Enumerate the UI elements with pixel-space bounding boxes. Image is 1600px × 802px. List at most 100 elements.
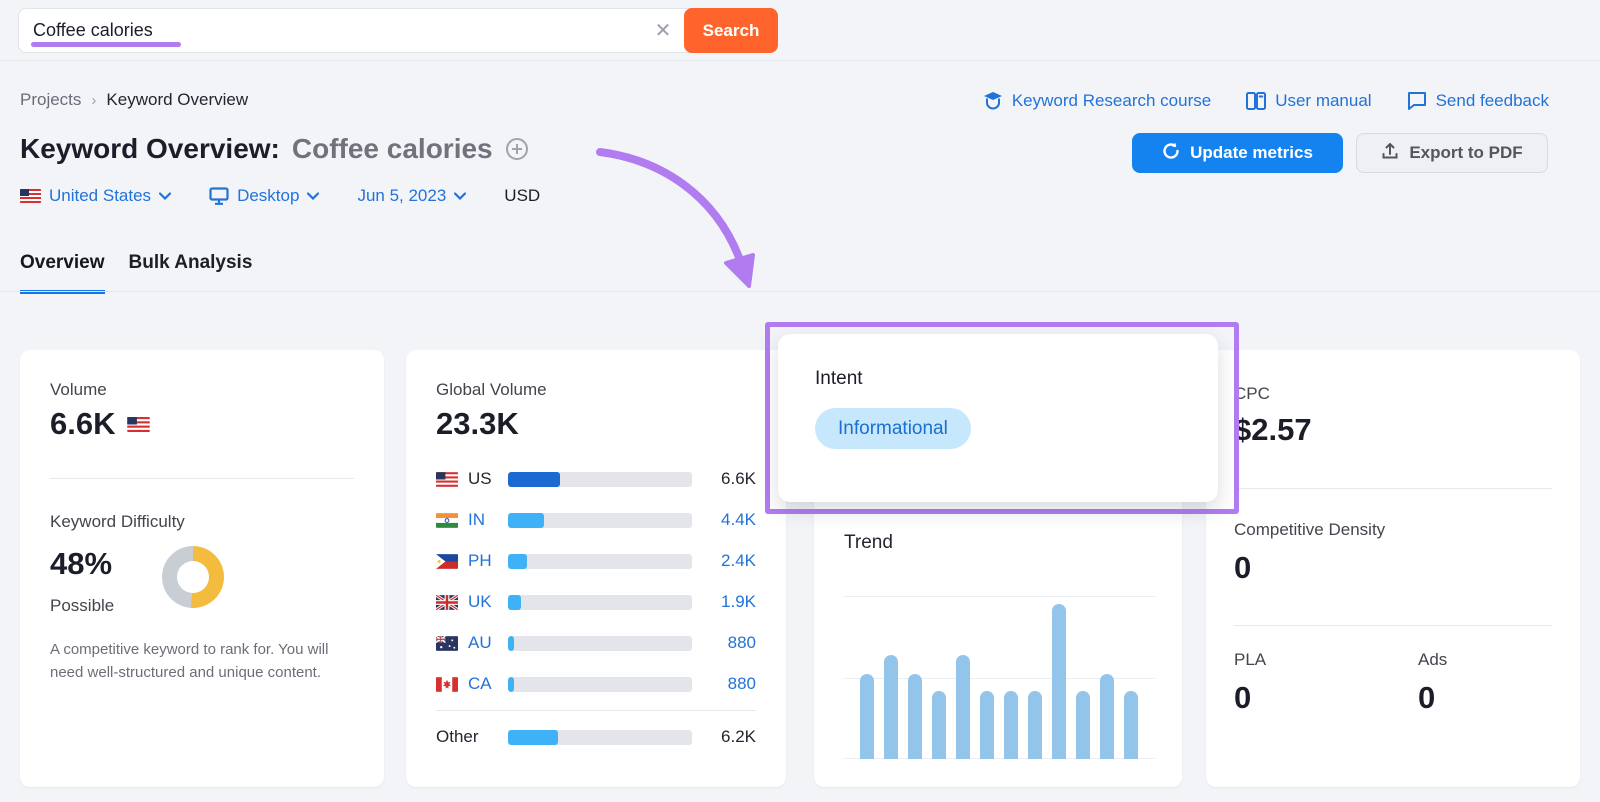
intent-card: Intent Informational (778, 334, 1218, 502)
country-row: UK 1.9K (436, 589, 756, 615)
other-label: Other (436, 727, 479, 746)
chevron-right-icon: › (91, 91, 97, 109)
competitive-density-label: Competitive Density (1234, 520, 1386, 539)
volume-bar (508, 594, 692, 610)
link-label: Keyword Research course (1011, 91, 1212, 110)
country-code: US (468, 469, 492, 488)
chevron-down-icon (454, 192, 467, 200)
us-flag-icon (20, 189, 41, 203)
trend-bar (1052, 604, 1066, 759)
feedback-bubble-icon (1406, 91, 1428, 111)
uk-flag-icon (436, 594, 458, 610)
refresh-icon (1162, 142, 1180, 165)
intent-label: Intent (815, 368, 863, 389)
country-row: IN 4.4K (436, 507, 756, 533)
button-label: Export to PDF (1409, 143, 1523, 162)
trend-bar (1100, 674, 1114, 759)
user-manual-link[interactable]: User manual (1245, 90, 1372, 112)
device-selector[interactable]: Desktop (209, 186, 320, 206)
country-code: IN (468, 510, 485, 529)
volume-bar (508, 676, 692, 692)
country-code: AU (468, 633, 492, 652)
chevron-down-icon (159, 192, 172, 200)
volume-bar (508, 635, 692, 651)
country-volume: 6.6K (721, 469, 756, 488)
country-label: United States (49, 186, 152, 205)
us-flag-icon (127, 416, 151, 432)
difficulty-donut-chart (162, 546, 224, 608)
purple-highlight-box-annotation (765, 322, 1239, 514)
keyword-research-course-link[interactable]: Keyword Research course (982, 90, 1211, 112)
volume-value: 6.6K (50, 406, 116, 441)
us-flag-icon (436, 471, 458, 487)
breadcrumb: Projects › Keyword Overview (20, 90, 248, 110)
device-label: Desktop (237, 186, 300, 205)
cpc-label: CPC (1234, 384, 1270, 403)
country-volume: 880 (727, 633, 756, 652)
country-volume: 4.4K (721, 510, 756, 529)
pla-label: PLA (1234, 650, 1267, 669)
academy-cap-icon (982, 90, 1004, 112)
trend-bar (1004, 690, 1018, 759)
trend-bar (980, 690, 994, 759)
page-title-row: Keyword Overview: Coffee calories (20, 133, 529, 165)
country-volume-list: US 6.6K IN 4.4K PH 2.4K UK 1.9K (436, 466, 756, 750)
volume-bar (508, 729, 692, 745)
other-row: Other 6.2K (436, 724, 756, 750)
close-icon[interactable]: ✕ (654, 20, 672, 42)
plus-circle-icon[interactable] (505, 137, 529, 161)
search-button[interactable]: Search (684, 8, 778, 53)
gridline (843, 758, 1155, 759)
ph-flag-icon (436, 553, 458, 569)
trend-bar (1028, 690, 1042, 759)
difficulty-description: A competitive keyword to rank for. You w… (50, 641, 329, 682)
country-volume: 880 (727, 674, 756, 693)
country-selector[interactable]: United States (20, 186, 172, 206)
update-metrics-button[interactable]: Update metrics (1132, 133, 1343, 173)
volume-bar (508, 471, 692, 487)
chevron-down-icon (307, 192, 320, 200)
keyword-difficulty-label: Keyword Difficulty (50, 512, 185, 531)
ca-flag-icon (436, 676, 458, 692)
pla-value: 0 (1234, 680, 1252, 715)
au-flag-icon (436, 635, 458, 651)
date-selector[interactable]: Jun 5, 2023 (357, 186, 467, 206)
top-divider (0, 60, 1600, 61)
cpc-value: $2.57 (1234, 412, 1312, 447)
in-flag-icon (436, 512, 458, 528)
search-bar: ✕ Search (18, 8, 778, 53)
link-label: User manual (1275, 91, 1372, 110)
global-volume-value: 23.3K (436, 406, 519, 441)
card-divider (436, 710, 756, 711)
date-label: Jun 5, 2023 (357, 186, 447, 205)
competitive-density-value: 0 (1234, 550, 1252, 585)
country-row: PH 2.4K (436, 548, 756, 574)
book-icon (1245, 91, 1267, 111)
volume-card: Volume 6.6K Keyword Difficulty 48% Possi… (20, 350, 384, 787)
card-divider (1234, 625, 1552, 626)
export-to-pdf-button[interactable]: Export to PDF (1356, 133, 1548, 173)
purple-underline-annotation (31, 42, 181, 47)
intent-badge[interactable]: Informational (815, 408, 971, 449)
upload-icon (1381, 142, 1399, 165)
page-title: Keyword Overview: (20, 133, 280, 164)
gridline (843, 677, 1155, 679)
other-volume: 6.2K (721, 727, 756, 746)
volume-bar (508, 512, 692, 528)
trend-bar (860, 674, 874, 759)
breadcrumb-projects[interactable]: Projects (20, 90, 82, 109)
send-feedback-link[interactable]: Send feedback (1406, 90, 1549, 112)
global-volume-card: Global Volume 23.3K US 6.6K IN 4.4K PH 2… (406, 350, 786, 787)
card-divider (1234, 488, 1552, 489)
trend-label: Trend (844, 532, 893, 553)
trend-bar (956, 654, 970, 759)
tab-bulk-analysis[interactable]: Bulk Analysis (128, 252, 253, 273)
ads-label: Ads (1418, 650, 1448, 669)
trend-bar-chart (843, 596, 1155, 759)
tab-overview[interactable]: Overview (20, 252, 105, 294)
gridline (843, 596, 1155, 597)
ads-value: 0 (1418, 680, 1436, 715)
country-volume: 1.9K (721, 592, 756, 611)
breadcrumb-current: Keyword Overview (106, 90, 249, 109)
